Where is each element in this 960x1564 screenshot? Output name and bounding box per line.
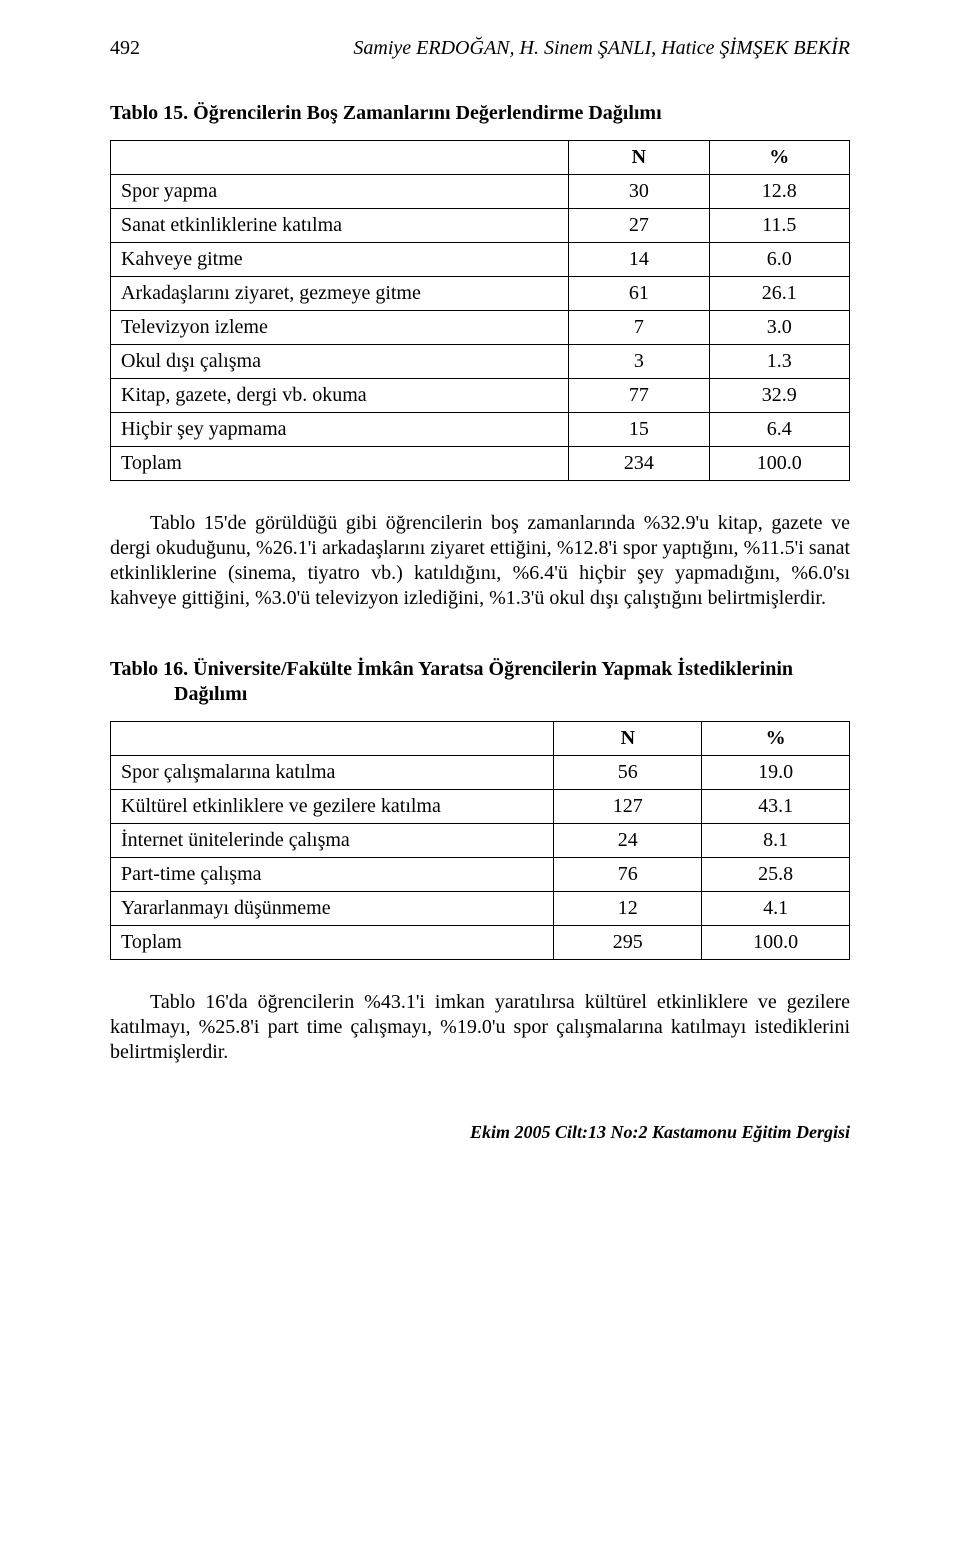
row-pct: 6.0 xyxy=(709,243,849,277)
table16-header-n: N xyxy=(554,722,702,756)
paragraph-table16: Tablo 16'da öğrencilerin %43.1'i imkan y… xyxy=(110,990,850,1065)
table15-body: Spor yapma3012.8Sanat etkinliklerine kat… xyxy=(111,175,850,481)
row-n: 7 xyxy=(569,311,709,345)
row-pct: 19.0 xyxy=(702,756,850,790)
row-label: İnternet ünitelerinde çalışma xyxy=(111,824,554,858)
table15-header-row: N % xyxy=(111,141,850,175)
table-row: Toplam295100.0 xyxy=(111,926,850,960)
table16-caption-line1: Tablo 16. Üniversite/Fakülte İmkân Yarat… xyxy=(110,658,793,680)
table-row: Kahveye gitme146.0 xyxy=(111,243,850,277)
row-n: 15 xyxy=(569,413,709,447)
row-n: 61 xyxy=(569,277,709,311)
table15: N % Spor yapma3012.8Sanat etkinliklerine… xyxy=(110,140,850,481)
page-number: 492 xyxy=(110,36,140,61)
row-pct: 11.5 xyxy=(709,209,849,243)
row-n: 234 xyxy=(569,447,709,481)
row-pct: 12.8 xyxy=(709,175,849,209)
page: 492 Samiye ERDOĞAN, H. Sinem ŞANLI, Hati… xyxy=(0,0,960,1194)
row-pct: 8.1 xyxy=(702,824,850,858)
table15-header-blank xyxy=(111,141,569,175)
row-label: Kahveye gitme xyxy=(111,243,569,277)
table15-header-n: N xyxy=(569,141,709,175)
row-n: 56 xyxy=(554,756,702,790)
table16-body: Spor çalışmalarına katılma5619.0Kültürel… xyxy=(111,756,850,960)
row-label: Kitap, gazete, dergi vb. okuma xyxy=(111,379,569,413)
row-label: Yararlanmayı düşünmeme xyxy=(111,892,554,926)
row-pct: 100.0 xyxy=(702,926,850,960)
table-row: Kültürel etkinliklere ve gezilere katılm… xyxy=(111,790,850,824)
table-row: Televizyon izleme73.0 xyxy=(111,311,850,345)
table-row: Kitap, gazete, dergi vb. okuma7732.9 xyxy=(111,379,850,413)
page-footer: Ekim 2005 Cilt:13 No:2 Kastamonu Eğitim … xyxy=(110,1121,850,1144)
page-header: 492 Samiye ERDOĞAN, H. Sinem ŞANLI, Hati… xyxy=(110,36,850,61)
table16: N % Spor çalışmalarına katılma5619.0Kült… xyxy=(110,721,850,960)
row-pct: 25.8 xyxy=(702,858,850,892)
row-label: Spor çalışmalarına katılma xyxy=(111,756,554,790)
row-n: 3 xyxy=(569,345,709,379)
row-label: Hiçbir şey yapmama xyxy=(111,413,569,447)
table15-header-pct: % xyxy=(709,141,849,175)
table-row: İnternet ünitelerinde çalışma248.1 xyxy=(111,824,850,858)
row-n: 27 xyxy=(569,209,709,243)
row-pct: 1.3 xyxy=(709,345,849,379)
running-head: Samiye ERDOĞAN, H. Sinem ŞANLI, Hatice Ş… xyxy=(164,36,850,61)
row-label: Spor yapma xyxy=(111,175,569,209)
table16-header-row: N % xyxy=(111,722,850,756)
row-n: 77 xyxy=(569,379,709,413)
row-pct: 100.0 xyxy=(709,447,849,481)
table-row: Spor çalışmalarına katılma5619.0 xyxy=(111,756,850,790)
paragraph-table15: Tablo 15'de görüldüğü gibi öğrencilerin … xyxy=(110,511,850,611)
table-row: Arkadaşlarını ziyaret, gezmeye gitme6126… xyxy=(111,277,850,311)
row-label: Toplam xyxy=(111,447,569,481)
row-pct: 26.1 xyxy=(709,277,849,311)
row-pct: 4.1 xyxy=(702,892,850,926)
table15-caption: Tablo 15. Öğrencilerin Boş Zamanlarını D… xyxy=(110,101,850,126)
table-row: Part-time çalışma7625.8 xyxy=(111,858,850,892)
row-n: 30 xyxy=(569,175,709,209)
row-pct: 32.9 xyxy=(709,379,849,413)
table16-header-blank xyxy=(111,722,554,756)
row-n: 12 xyxy=(554,892,702,926)
row-label: Televizyon izleme xyxy=(111,311,569,345)
table16-caption: Tablo 16. Üniversite/Fakülte İmkân Yarat… xyxy=(110,657,850,707)
row-label: Sanat etkinliklerine katılma xyxy=(111,209,569,243)
row-n: 76 xyxy=(554,858,702,892)
row-n: 24 xyxy=(554,824,702,858)
row-label: Toplam xyxy=(111,926,554,960)
row-n: 14 xyxy=(569,243,709,277)
table-row: Okul dışı çalışma31.3 xyxy=(111,345,850,379)
row-label: Okul dışı çalışma xyxy=(111,345,569,379)
table-row: Toplam234100.0 xyxy=(111,447,850,481)
table-row: Hiçbir şey yapmama156.4 xyxy=(111,413,850,447)
table16-header-pct: % xyxy=(702,722,850,756)
row-label: Arkadaşlarını ziyaret, gezmeye gitme xyxy=(111,277,569,311)
table-row: Spor yapma3012.8 xyxy=(111,175,850,209)
row-pct: 43.1 xyxy=(702,790,850,824)
row-label: Kültürel etkinliklere ve gezilere katılm… xyxy=(111,790,554,824)
row-pct: 6.4 xyxy=(709,413,849,447)
row-pct: 3.0 xyxy=(709,311,849,345)
row-n: 127 xyxy=(554,790,702,824)
table-row: Sanat etkinliklerine katılma2711.5 xyxy=(111,209,850,243)
row-n: 295 xyxy=(554,926,702,960)
row-label: Part-time çalışma xyxy=(111,858,554,892)
table16-caption-line2: Dağılımı xyxy=(110,682,850,707)
table-row: Yararlanmayı düşünmeme124.1 xyxy=(111,892,850,926)
